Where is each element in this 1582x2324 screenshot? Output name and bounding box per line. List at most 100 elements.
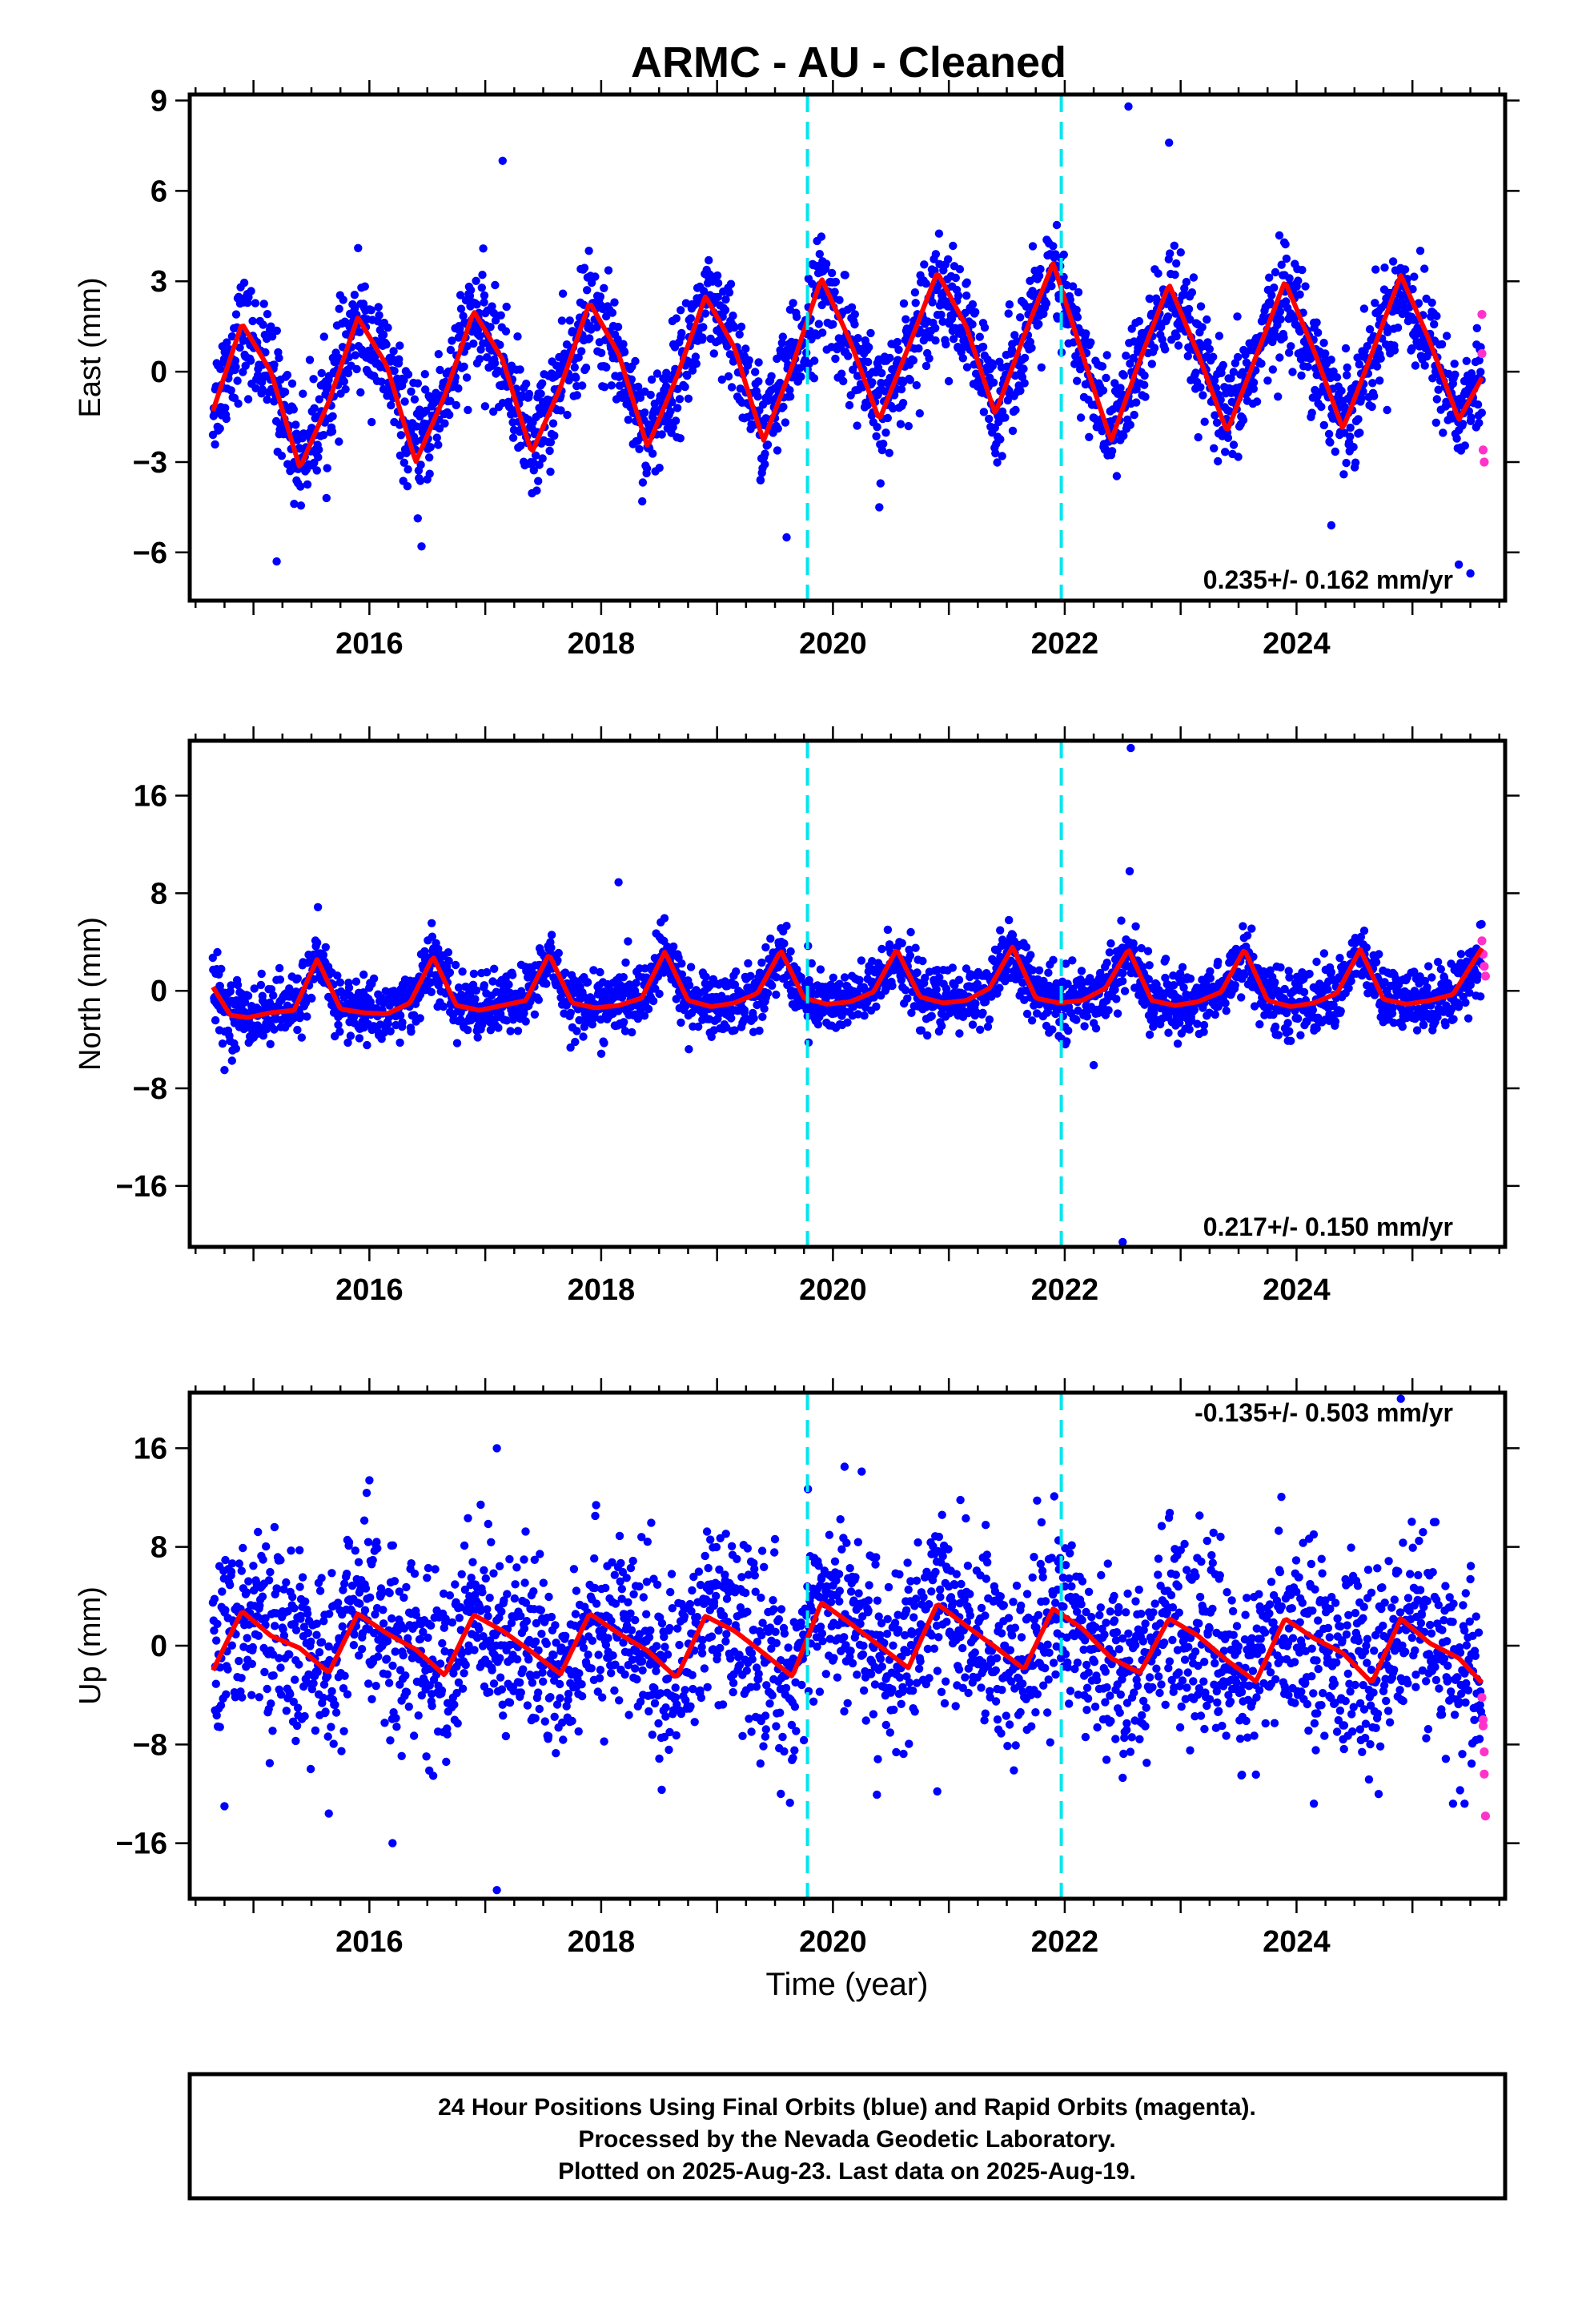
data-point-final xyxy=(339,377,348,386)
data-point-final xyxy=(471,995,480,1003)
data-point-final xyxy=(460,362,468,371)
data-point-final xyxy=(912,380,921,390)
data-point-final xyxy=(951,273,961,283)
data-point-final xyxy=(1233,312,1242,321)
data-point-final xyxy=(1102,351,1111,360)
data-point-final xyxy=(462,373,472,382)
data-point-final xyxy=(947,315,957,324)
data-point-final xyxy=(1268,365,1278,374)
data-point-rapid xyxy=(1477,310,1487,320)
data-point-final xyxy=(585,334,594,343)
data-point-final xyxy=(1116,384,1125,392)
data-point-final xyxy=(672,995,681,1003)
data-point-final xyxy=(883,925,893,935)
data-point-final xyxy=(1284,348,1294,357)
data-point-final xyxy=(1221,999,1230,1007)
data-point-final xyxy=(647,375,656,384)
data-point-final xyxy=(367,306,375,315)
data-point-final xyxy=(905,951,915,960)
data-point-final xyxy=(435,424,444,433)
data-point-final xyxy=(363,1040,371,1050)
data-point-final xyxy=(377,377,386,386)
data-point-final xyxy=(635,444,644,453)
data-point-final xyxy=(290,500,299,509)
data-point-final xyxy=(469,969,479,979)
data-point-final xyxy=(321,943,330,952)
data-point-final xyxy=(267,322,275,331)
data-point-final xyxy=(1173,1039,1182,1048)
data-point-final xyxy=(1068,282,1078,291)
data-point-final xyxy=(666,407,675,416)
data-point-final xyxy=(240,998,250,1007)
data-point-final xyxy=(1145,1030,1154,1039)
data-point-final xyxy=(476,332,484,340)
data-point-final xyxy=(843,1018,852,1027)
data-point-final xyxy=(538,454,547,463)
data-point-final xyxy=(355,1034,364,1043)
data-point-final xyxy=(583,286,592,295)
data-point-final xyxy=(996,926,1005,935)
data-point-final xyxy=(686,963,696,971)
data-point-final xyxy=(954,975,964,984)
data-point-final xyxy=(461,983,471,991)
data-point-final xyxy=(1006,956,1016,965)
data-point-final xyxy=(760,1004,769,1013)
data-point-final xyxy=(534,476,543,485)
data-point-final xyxy=(1321,349,1330,358)
data-point-final xyxy=(532,486,541,495)
data-point-final xyxy=(572,373,580,382)
data-point-final xyxy=(1420,361,1429,370)
data-point-final xyxy=(1042,299,1051,308)
data-point-final xyxy=(868,378,877,387)
data-point-final xyxy=(381,987,390,995)
data-point-final xyxy=(604,266,613,275)
data-point-final xyxy=(864,357,873,367)
data-point-final xyxy=(809,374,819,383)
data-point-final xyxy=(416,1014,424,1023)
data-point-final xyxy=(721,295,730,304)
data-point-final xyxy=(1028,966,1038,975)
data-point-final xyxy=(785,386,794,395)
data-point-final xyxy=(1346,432,1355,441)
data-point-final xyxy=(988,361,998,371)
data-point-final xyxy=(1279,333,1288,342)
data-point-final xyxy=(1237,993,1246,1002)
data-point-final xyxy=(1299,987,1309,997)
data-point-final xyxy=(931,324,940,332)
data-point-final xyxy=(633,382,643,392)
data-point-final xyxy=(960,335,969,344)
data-point-final xyxy=(396,1011,405,1020)
data-point-final xyxy=(815,250,824,259)
data-point-final xyxy=(600,1039,608,1047)
data-point-final xyxy=(1004,309,1013,318)
data-point-final xyxy=(1359,387,1367,396)
data-point-final xyxy=(322,493,331,503)
data-point-final xyxy=(741,344,750,353)
data-point-final xyxy=(1175,1019,1184,1027)
data-point-final xyxy=(244,293,253,302)
data-point-final xyxy=(277,452,287,460)
data-point-final xyxy=(633,1014,643,1023)
data-point-final xyxy=(857,956,866,965)
data-point-final xyxy=(669,942,678,951)
data-point-final xyxy=(1102,373,1110,383)
data-point-final xyxy=(383,1019,392,1028)
data-point-final xyxy=(1351,458,1360,467)
data-point-final xyxy=(407,387,416,396)
data-point-final xyxy=(931,336,940,345)
data-point-final xyxy=(1317,402,1326,412)
data-point-final xyxy=(1287,342,1295,351)
data-point-final xyxy=(1415,247,1425,255)
data-point-final xyxy=(275,975,285,984)
data-point-final xyxy=(888,981,897,991)
data-point-final xyxy=(751,368,760,376)
data-point-final xyxy=(211,1015,220,1025)
data-point-final xyxy=(768,981,777,991)
data-point-final xyxy=(439,1002,448,1011)
data-point-final xyxy=(1275,353,1284,362)
data-point-final xyxy=(1231,944,1241,954)
data-point-final xyxy=(1016,386,1025,396)
data-point-final xyxy=(622,395,632,404)
data-point-final xyxy=(250,984,259,993)
data-point-final xyxy=(334,1020,343,1030)
